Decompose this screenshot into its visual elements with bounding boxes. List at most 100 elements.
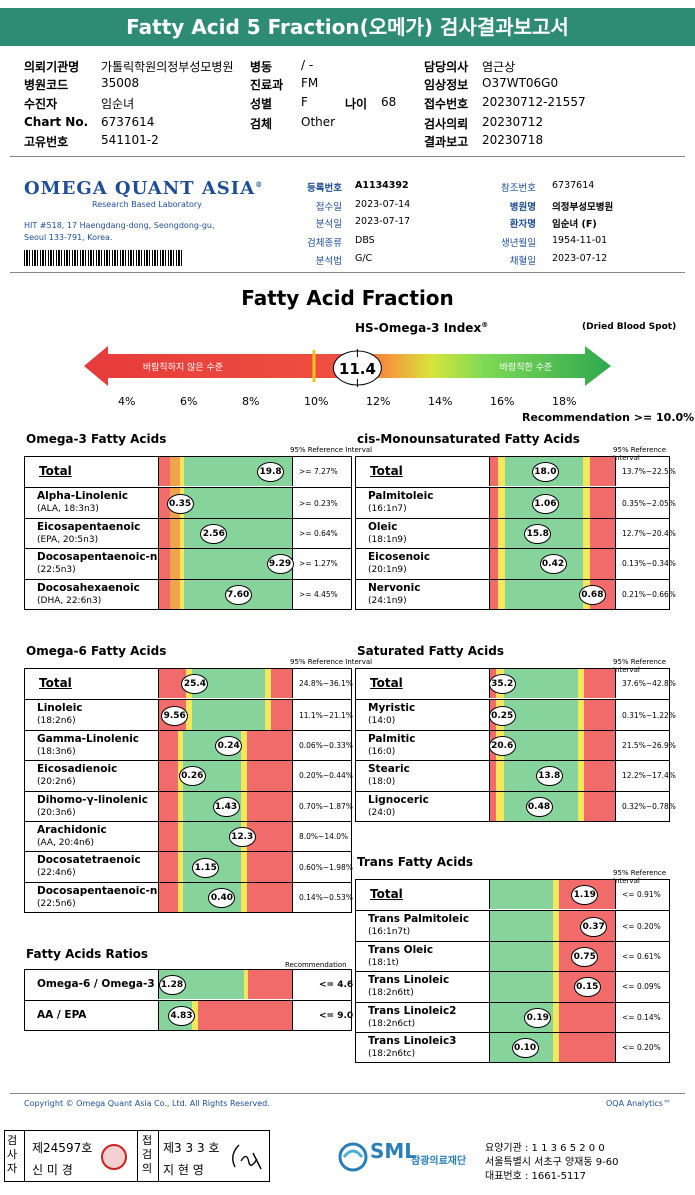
range-segment: [185, 700, 193, 730]
reg-value: DBS: [355, 235, 375, 246]
reference-range: <= 4.6: [319, 980, 354, 990]
range-segment: [246, 791, 292, 821]
copyright: Copyright © Omega Quant Asia Co., Ltd. A…: [24, 1099, 270, 1108]
scale-tick-label: 10%: [304, 395, 329, 408]
section-title-omega3: Omega-3 Fatty Acids: [26, 432, 167, 446]
fraction-title: Fatty Acid Fraction: [241, 286, 454, 310]
header-label: 진료과: [250, 78, 284, 92]
row-name: Trans Linoleic3: [368, 1035, 457, 1047]
table-row: Myristic (14:0) 0.25 0.31%~1.22%: [356, 699, 676, 730]
table-row: Dihomo-γ-linolenic (20:3n6) 1.43 0.70%~1.87…: [25, 790, 353, 821]
result-value: 0.10: [511, 1038, 539, 1059]
reference-range: >= 1.27%: [299, 559, 338, 569]
result-value: 0.42: [539, 554, 567, 575]
table-row: Palmitoleic (16:1n7) 1.06 0.35%~2.05%: [356, 487, 676, 518]
result-value: 0.40: [208, 887, 236, 908]
table-row: AA / EPA 4.83 <= 9.0: [25, 1000, 353, 1030]
range-segment: [270, 669, 292, 699]
range-segment: [248, 970, 292, 999]
table-row: Arachidonic (AA, 20:4n6) 12.3 8.0%~14.0%: [25, 821, 351, 852]
row-subname: (16:0): [368, 746, 396, 757]
range-segment: [159, 882, 178, 913]
table-row: Alpha-Linolenic (ALA, 18:3n3) 0.35 >= 0.23%: [25, 487, 351, 518]
reference-range: 0.14%~0.53%: [299, 892, 353, 902]
table-row: Trans Oleic (18:1t) 0.75 <= 0.61%: [356, 940, 669, 972]
header-value: Other: [301, 115, 336, 129]
table-row: Total 1.19 <= 0.91%: [356, 880, 669, 910]
range-segment: [244, 970, 249, 999]
range-segment: [503, 730, 578, 761]
table-row: Palmitic (16:0) 20.6 21.5%~26.9%: [356, 729, 676, 761]
row-name: Docosatetraenoic: [37, 854, 141, 867]
reg-value: 2023-07-17: [355, 216, 411, 227]
range-segment: [577, 700, 584, 730]
range-segment: [169, 518, 181, 549]
result-value: 35.2: [488, 674, 516, 695]
row-name: Eicosenoic: [368, 551, 431, 564]
doctor-name: 지 현 영: [163, 1163, 204, 1177]
table-trans: Total 1.19 <= 0.91% Trans Palmitoleic (16:1n…: [355, 879, 670, 1064]
result-value: 1.28: [158, 975, 186, 995]
result-value: 1.15: [192, 857, 220, 878]
row-name: Trans Linoleic: [368, 974, 450, 987]
reg-value: 임순녀 (F): [552, 219, 597, 230]
header-value: 541101-2: [101, 133, 159, 147]
range-bar: [158, 761, 293, 791]
table-row: Eicosapentaenoic (EPA, 20:5n3) 2.56 >= 0.64…: [25, 517, 351, 549]
table-row: Eicosadienoic (20:2n6) 0.26 0.20%~0.44%: [25, 760, 353, 791]
reference-range: 0.32%~0.78%: [622, 801, 676, 811]
sample-type: (Dried Blood Spot): [582, 322, 677, 332]
range-bar: [489, 518, 616, 549]
reg-label: 참조번호: [501, 183, 536, 194]
section-title-ratios: Fatty Acids Ratios: [26, 947, 149, 961]
row-name: Total: [39, 464, 72, 479]
range-segment: [159, 669, 186, 699]
range-segment: [265, 669, 271, 699]
header-label: 성별: [250, 97, 273, 111]
analytics-brand: OQA Analytics™: [606, 1099, 671, 1108]
oqa-logo: OMEGA QUANT ASIA®: [24, 178, 263, 199]
table-row: Trans Palmitoleic (16:1n7t) 0.37 <= 0.20%: [356, 910, 669, 941]
range-bar: [158, 822, 293, 852]
range-segment: [490, 880, 553, 910]
range-segment: [490, 761, 497, 791]
result-value: 0.26: [178, 766, 206, 787]
range-segment: [583, 761, 615, 791]
range-segment: [583, 700, 615, 730]
result-value: 2.56: [200, 523, 228, 544]
reference-range: 12.2%~17.4%: [622, 771, 676, 781]
table-row: Docosahexaenoic (DHA, 22:6n3) 7.60 >= 4.45%: [25, 578, 351, 609]
row-subname: (18:1t): [368, 957, 399, 968]
header-value: 가톨릭학원의정부성모병원: [101, 60, 234, 74]
range-segment: [558, 1033, 615, 1063]
row-subname: (ALA, 18:3n3): [37, 504, 99, 515]
table-row: Oleic (18:1n9) 15.8 12.7%~20.4%: [356, 517, 676, 549]
row-name: Dihomo-γ-linolenic: [37, 793, 148, 806]
row-name: Linoleic: [37, 702, 83, 715]
result-value: 9.29: [266, 554, 294, 575]
header-value: 20230718: [482, 133, 544, 147]
scale-tick-label: 18%: [552, 395, 577, 408]
sml-name: 삼광의료재단: [411, 1156, 467, 1167]
reference-range: 0.35%~2.05%: [622, 498, 676, 508]
reg-value: A1134392: [355, 180, 409, 191]
reg-label: 접수일: [315, 202, 342, 213]
result-value: 7.60: [224, 584, 252, 605]
reference-range: <= 0.20%: [622, 1043, 661, 1053]
result-value: 1.43: [212, 796, 240, 817]
header-label: 접수번호: [424, 97, 469, 111]
table-row: Docosatetraenoic (22:4n6) 1.15 0.60%~1.98%: [25, 851, 353, 882]
handwritten-signature: [232, 1144, 262, 1170]
result-value: 0.35: [166, 493, 194, 514]
reg-label: 분석법: [315, 256, 342, 267]
range-segment: [246, 852, 292, 882]
header-value: 6737614: [101, 115, 155, 129]
recommendation: Recommendation >= 10.0%: [522, 411, 695, 424]
row-name: AA / EPA: [37, 1009, 87, 1021]
row-name: Nervonic: [368, 581, 421, 594]
range-segment: [490, 518, 498, 549]
row-subname: (20:1n9): [368, 565, 407, 576]
reference-range: 12.7%~20.4%: [622, 528, 676, 538]
reference-range: 37.6%~42.8%: [622, 679, 676, 689]
range-bar: [489, 972, 616, 1002]
